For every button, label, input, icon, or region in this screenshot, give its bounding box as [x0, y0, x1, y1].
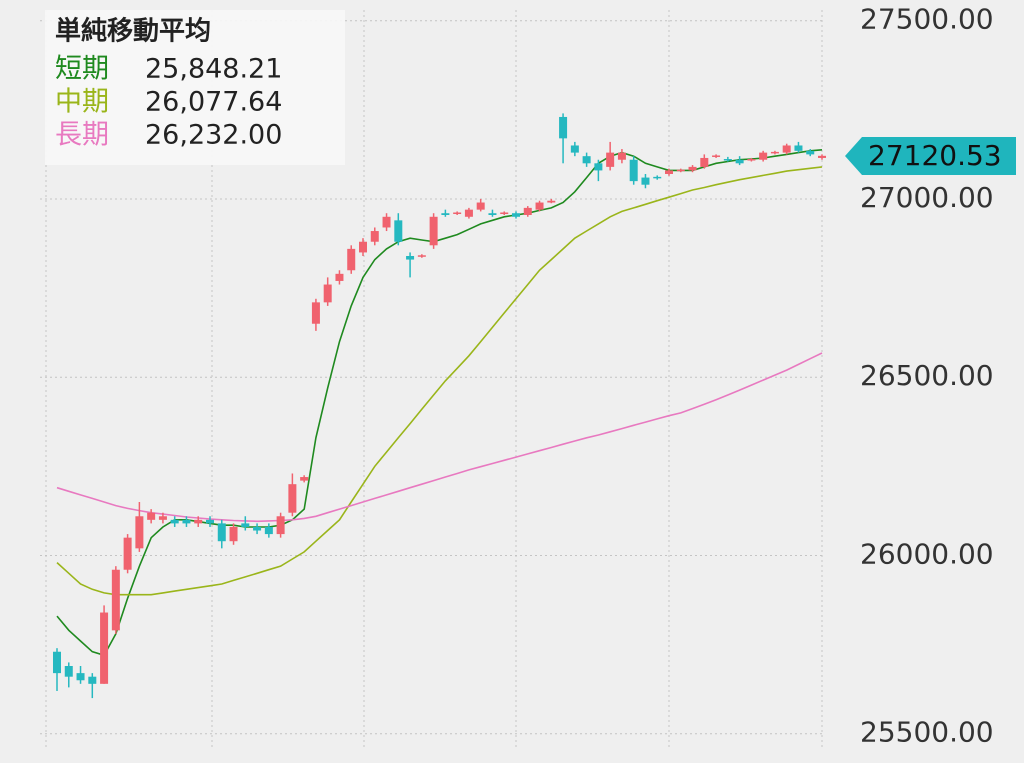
y-tick-label: 27500.00	[860, 3, 994, 36]
candle-body	[794, 145, 803, 151]
candle-body	[582, 156, 591, 164]
y-tick-label: 27000.00	[860, 181, 994, 214]
legend-name: 中期	[55, 87, 109, 118]
candle-body	[253, 526, 262, 531]
candle-body	[429, 216, 438, 246]
candle-body	[158, 516, 167, 520]
candle-body	[606, 152, 615, 167]
candle-body	[700, 157, 709, 167]
candle-body	[723, 159, 732, 161]
candle-body	[653, 176, 662, 179]
candle-body	[394, 220, 403, 242]
candle-body	[335, 273, 344, 281]
candle-body	[359, 241, 367, 253]
candle-body	[570, 145, 579, 153]
candle-body	[629, 159, 638, 182]
candle-body	[747, 159, 756, 161]
candle-body	[535, 202, 544, 210]
y-tick-label: 26500.00	[860, 359, 994, 392]
candle-body	[488, 213, 497, 215]
price-tag-label: 27120.53	[868, 139, 1002, 172]
candle-body	[523, 207, 532, 215]
candle-body	[76, 673, 85, 681]
candle-body	[194, 519, 203, 524]
candle-body	[512, 213, 520, 217]
candle-body	[782, 145, 791, 153]
candle-body	[665, 170, 673, 174]
candle-body	[594, 163, 603, 171]
legend-box	[45, 10, 345, 165]
candle-body	[559, 116, 568, 139]
candle-body	[229, 526, 238, 542]
candle-body	[217, 523, 226, 542]
legend-name: 長期	[55, 120, 109, 151]
candle-body	[770, 151, 779, 154]
candle-body	[464, 209, 473, 217]
candle-body	[382, 216, 391, 228]
last-price-tag: 27120.53	[845, 136, 1016, 175]
y-tick-label: 26000.00	[860, 537, 994, 570]
candle-body	[676, 169, 685, 172]
candle-body	[759, 152, 768, 160]
candle-body	[417, 255, 426, 257]
candle-body	[206, 519, 214, 524]
legend-value: 25,848.21	[145, 54, 282, 85]
candle-body	[806, 150, 815, 155]
ma-line	[56, 352, 823, 523]
candle-body	[264, 526, 273, 535]
candle-body	[300, 477, 309, 481]
candle-body	[311, 302, 320, 324]
candle-body	[688, 166, 697, 171]
candle-body	[111, 569, 120, 631]
candle-body	[88, 676, 97, 684]
candle-body	[123, 537, 132, 570]
candle-body	[100, 612, 109, 684]
candle-body	[288, 484, 297, 513]
candle-body	[170, 519, 179, 524]
y-axis: 25500.00 26000.00 26500.00 27000.00 27500.00	[860, 3, 994, 749]
candle-body	[276, 516, 285, 535]
legend: 短期 25,848.21 中期 26,077.64 長期 26,232.00	[55, 54, 282, 151]
candle-body	[323, 284, 332, 303]
y-tick-label: 25500.00	[860, 716, 994, 749]
price-tag	[845, 136, 1016, 175]
candle-body	[147, 512, 156, 520]
candle-body	[135, 516, 144, 549]
chart-title: 単純移動平均	[55, 16, 211, 47]
candle-body	[441, 213, 450, 215]
candle-body	[53, 651, 61, 674]
grid	[40, 10, 823, 748]
candle-body	[712, 155, 721, 157]
candle-body	[735, 159, 744, 164]
candle-body	[241, 523, 250, 527]
candle-body	[641, 177, 650, 185]
candle-body	[347, 248, 356, 271]
candle-body	[617, 152, 626, 160]
candles	[53, 113, 826, 699]
candle-body	[453, 212, 462, 215]
candle-body	[370, 231, 379, 242]
candle-body	[547, 200, 556, 203]
candle-body	[500, 212, 509, 215]
candle-body	[182, 519, 191, 524]
ma-line	[56, 166, 823, 596]
legend-name: 短期	[55, 54, 109, 85]
legend-value: 26,077.64	[145, 87, 282, 118]
candle-body	[818, 155, 826, 158]
candle-body	[64, 666, 73, 677]
legend-value: 26,232.00	[145, 120, 282, 151]
candle-body	[406, 256, 415, 260]
candle-body	[476, 202, 485, 210]
